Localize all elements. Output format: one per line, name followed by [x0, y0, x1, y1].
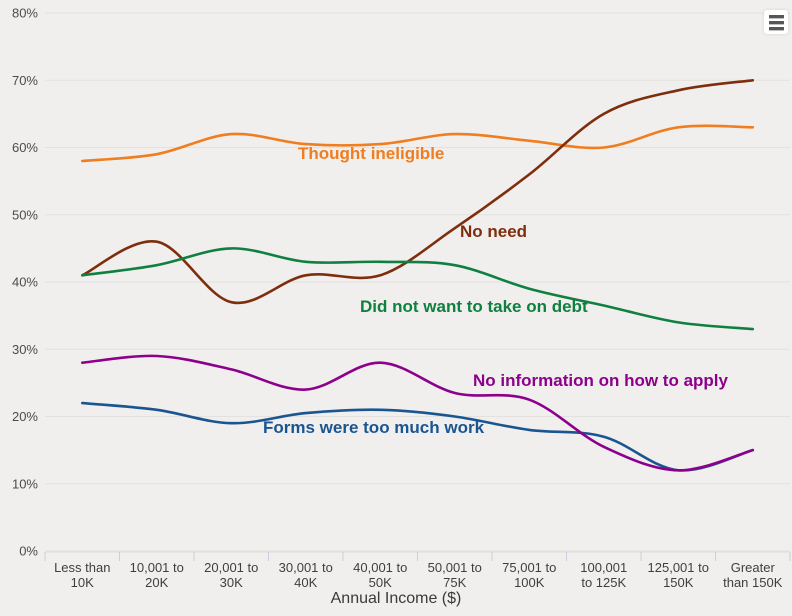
x-axis-category-label: 20,001 to 30K — [204, 560, 258, 590]
x-axis-category-label: 75,001 to 100K — [502, 560, 556, 590]
y-axis-tick-label: 40% — [12, 275, 38, 290]
series-line-no-need[interactable] — [81, 79, 755, 305]
y-axis-tick-label: 50% — [12, 207, 38, 222]
chart-export-menu-button[interactable] — [764, 10, 788, 34]
y-axis-tick-label: 30% — [12, 342, 38, 357]
x-axis-category-label: 30,001 to 40K — [279, 560, 333, 590]
hamburger-menu-icon — [768, 26, 784, 30]
series-label: Forms were too much work — [263, 418, 485, 437]
x-axis-category-label: 10,001 to 20K — [130, 560, 184, 590]
series-label: Did not want to take on debt — [360, 297, 588, 316]
series-line-thought-ineligible[interactable] — [81, 124, 755, 163]
y-axis-tick-label: 0% — [19, 544, 38, 559]
y-axis-tick-label: 60% — [12, 140, 38, 155]
y-axis-tick-label: 80% — [12, 6, 38, 21]
x-axis-category-label: 50,001 to 75K — [428, 560, 482, 590]
y-axis-tick-label: 70% — [12, 73, 38, 88]
x-axis-category-label: 125,001 to 150K — [648, 560, 709, 590]
x-axis-category-label: 40,001 to 50K — [353, 560, 407, 590]
series-label: Thought ineligible — [298, 144, 444, 163]
series-label: No need — [460, 222, 527, 241]
series-line-no-information-on-how-to-apply[interactable] — [81, 354, 755, 472]
hamburger-menu-icon — [768, 14, 784, 18]
x-axis-category-label: Greater than 150K — [723, 560, 783, 590]
x-axis-category-label: 100,001 to 125K — [580, 560, 627, 590]
series-line-did-not-want-to-take-on-debt[interactable] — [81, 247, 755, 331]
x-axis-title: Annual Income ($) — [330, 590, 462, 607]
hamburger-menu-icon — [768, 20, 784, 24]
series-label: No information on how to apply — [473, 371, 729, 390]
series-line-forms-were-too-much-work[interactable] — [81, 401, 755, 472]
y-axis-tick-label: 10% — [12, 476, 38, 491]
x-axis-category-label: Less than 10K — [54, 560, 110, 590]
y-axis-tick-label: 20% — [12, 409, 38, 424]
